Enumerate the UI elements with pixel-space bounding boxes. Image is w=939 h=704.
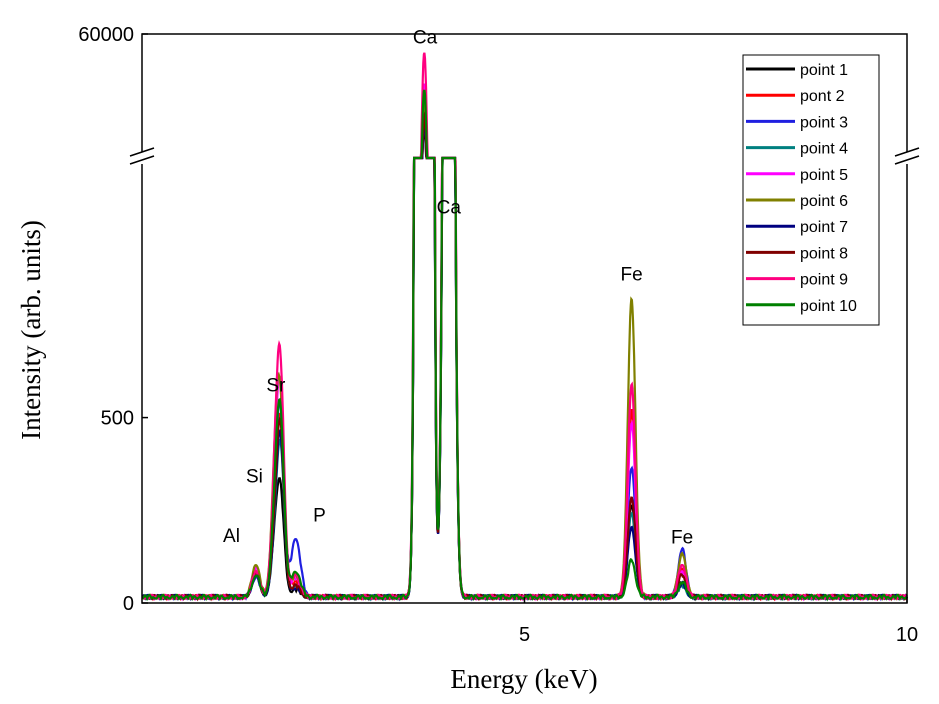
legend-label-5: point 5 [800, 167, 848, 184]
annotation-si-6: Si [246, 466, 263, 487]
annotation-p-8: P [313, 505, 326, 526]
peak-annotations: Ca Ca Fe Fe Sr Si Al P [223, 27, 693, 548]
legend-label-8: point 8 [800, 245, 848, 262]
y-tick-label-500: 500 [101, 408, 134, 430]
legend-label-4: point 4 [800, 141, 848, 158]
annotation-ca-1: Ca [413, 27, 438, 48]
legend-label-2: pont 2 [800, 88, 845, 105]
break-mark-left-lower [129, 155, 155, 165]
x-tick-label-10: 10 [896, 624, 918, 646]
break-mark-right-lower [894, 155, 920, 165]
break-mark-right-upper [894, 147, 920, 157]
x-tick-label-5: 5 [519, 624, 530, 646]
legend-label-6: point 6 [800, 193, 848, 210]
y-tick-label-60000: 60000 [78, 24, 134, 46]
break-gap-left [128, 152, 156, 164]
axis-ticks [142, 33, 908, 604]
break-gap-right [893, 152, 921, 164]
y-axis-break-marks [128, 147, 921, 165]
legend-label-10: point 10 [800, 298, 857, 315]
annotation-fe-4: Fe [671, 528, 693, 549]
y-tick-label-0: 0 [123, 593, 134, 615]
annotation-ca-2: Ca [437, 198, 462, 219]
annotation-fe-3: Fe [621, 264, 643, 285]
legend-label-7: point 7 [800, 219, 848, 236]
legend-label-9: point 9 [800, 272, 848, 289]
annotation-sr-5: Sr [266, 376, 286, 397]
x-axis-title: Energy (keV) [450, 664, 597, 694]
legend-label-3: point 3 [800, 114, 848, 131]
legend-label-1: point 1 [800, 62, 848, 79]
annotation-al-7: Al [223, 526, 240, 547]
break-mark-left-upper [129, 147, 155, 157]
y-axis-title: Intensity (arb. units) [16, 220, 46, 440]
tick-labels: 5 10 0 500 60000 [78, 24, 918, 646]
legend: point 1 pont 2 point 3 point 4 point 5 point … [742, 54, 880, 326]
